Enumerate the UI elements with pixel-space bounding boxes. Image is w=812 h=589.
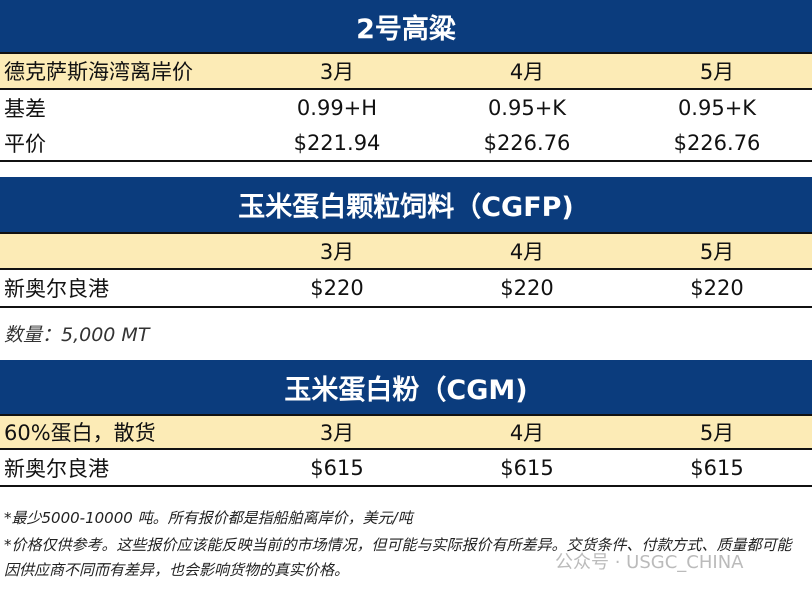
month: 3月	[319, 60, 355, 84]
footnote: *最少5000-10000 吨。所有报价都是指船舶离岸价，美元/吨	[4, 509, 413, 527]
month: 5月	[699, 421, 735, 445]
sorghum-header-row: 德克萨斯海湾离岸价 3月 4月 5月	[0, 52, 812, 90]
sorghum-title: 2号高粱	[0, 0, 812, 52]
month: 3月	[319, 240, 355, 264]
cell: 0.99+H	[296, 95, 378, 120]
table-row: 新奥尔良港 $615 $615 $615	[0, 450, 812, 487]
watermark: 公众号 · USGC_CHINA	[555, 552, 744, 573]
cell: $226.76	[673, 130, 761, 155]
row-label: 新奥尔良港	[4, 277, 109, 301]
table-row: 基差 0.99+H 0.95+K 0.95+K	[0, 90, 812, 125]
month: 5月	[699, 240, 735, 264]
quantity-note: 数量：5,000 MT	[4, 324, 150, 346]
footnote: *价格仅供参考。这些报价应该能反映当前的市场情况，但可能与实际报价有所差异。交货…	[4, 536, 792, 579]
cgm-header-row: 60%蛋白，散货 3月 4月 5月	[0, 414, 812, 450]
cell: $615	[690, 455, 744, 480]
row-label: 平价	[4, 131, 46, 156]
cell: $220	[500, 276, 554, 300]
month: 3月	[319, 421, 355, 445]
month: 4月	[509, 60, 545, 84]
cell: 0.95+K	[677, 95, 757, 120]
table-row: 平价 $221.94 $226.76 $226.76	[0, 125, 812, 162]
cell: 0.95+K	[487, 95, 567, 120]
cell: $615	[500, 455, 554, 480]
cgm-title: 玉米蛋白粉（CGM)	[0, 360, 812, 415]
header-label: 60%蛋白，散货	[4, 421, 156, 445]
cgfp-title: 玉米蛋白颗粒饲料（CGFP)	[0, 177, 812, 232]
header-label: 德克萨斯海湾离岸价	[4, 60, 193, 84]
month: 4月	[509, 240, 545, 264]
month: 5月	[699, 60, 735, 84]
month: 4月	[509, 421, 545, 445]
cgfp-header-row: 3月 4月 5月	[0, 232, 812, 270]
row-label: 新奥尔良港	[4, 456, 109, 481]
row-label: 基差	[4, 96, 46, 121]
cell: $226.76	[483, 130, 571, 155]
cell: $615	[310, 455, 364, 480]
table-row: 新奥尔良港 $220 $220 $220	[0, 270, 812, 308]
cell: $221.94	[293, 130, 381, 155]
cell: $220	[310, 276, 364, 300]
cell: $220	[690, 276, 744, 300]
